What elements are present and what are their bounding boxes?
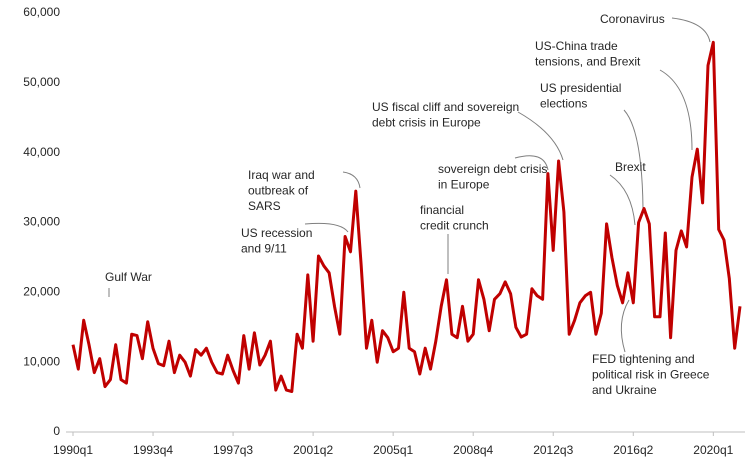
- annotation: financial: [420, 203, 464, 217]
- leader-line: [514, 155, 549, 171]
- y-tick-label: 0: [53, 424, 60, 438]
- leader-line: [620, 299, 630, 353]
- y-tick-label: 60,000: [23, 5, 60, 19]
- leader-line: [609, 174, 636, 226]
- y-tick-label: 40,000: [23, 145, 60, 159]
- x-tick-label: 2005q1: [373, 443, 413, 457]
- leader-line: [517, 111, 564, 161]
- annotation: tensions, and Brexit: [535, 55, 641, 69]
- x-tick-label: 1997q3: [213, 443, 253, 457]
- annotation: US recession: [241, 226, 312, 240]
- x-tick-label: 1993q4: [133, 443, 173, 457]
- y-tick-label: 50,000: [23, 75, 60, 89]
- data-line: [71, 40, 742, 393]
- annotation: US fiscal cliff and sovereign: [372, 100, 519, 114]
- annotation: in Europe: [438, 178, 490, 192]
- annotation: US presidential: [540, 81, 621, 95]
- annotation: Gulf War: [105, 270, 152, 284]
- annotation: Iraq war and: [248, 168, 315, 182]
- annotation: political risk in Greece: [592, 368, 710, 382]
- leader-line: [304, 222, 349, 233]
- annotation: outbreak of: [248, 184, 309, 198]
- x-tick-label: 1990q1: [53, 443, 93, 457]
- y-tick-label: 20,000: [23, 285, 60, 299]
- y-tick-label: 30,000: [23, 215, 60, 229]
- annotation: Coronavirus: [600, 12, 665, 26]
- x-tick-label: 2012q3: [533, 443, 573, 457]
- annotation: US-China trade: [535, 39, 618, 53]
- annotation: SARS: [248, 199, 281, 213]
- leader-line: [342, 171, 361, 189]
- annotation: debt crisis in Europe: [372, 116, 481, 130]
- x-tick-label: 2001q2: [293, 443, 333, 457]
- annotation: sovereign debt crisis: [438, 162, 547, 176]
- annotation: Brexit: [615, 160, 646, 174]
- y-tick-label: 10,000: [23, 354, 60, 368]
- annotation: and 9/11: [241, 242, 287, 256]
- annotation: FED tightening and: [592, 352, 695, 366]
- x-tick-label: 2016q2: [613, 443, 653, 457]
- x-tick-label: 2020q1: [693, 443, 733, 457]
- annotation: and Ukraine: [592, 383, 657, 397]
- annotation: elections: [540, 97, 587, 111]
- x-tick-label: 2008q4: [453, 443, 493, 457]
- leader-lines: [108, 17, 711, 353]
- leader-line: [623, 109, 644, 209]
- leader-line: [659, 69, 693, 151]
- annotation: credit crunch: [420, 219, 489, 233]
- leader-line: [671, 17, 711, 43]
